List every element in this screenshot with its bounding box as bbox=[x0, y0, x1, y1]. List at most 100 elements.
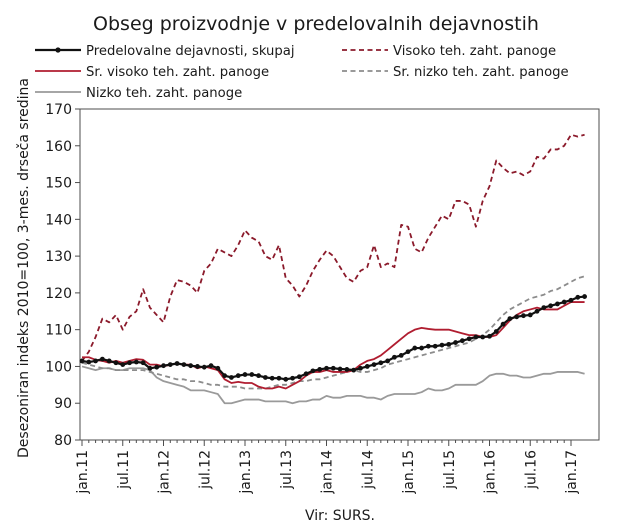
data-point bbox=[99, 356, 105, 362]
x-tick-label: jul.16 bbox=[523, 450, 539, 490]
data-point bbox=[222, 373, 228, 379]
legend-label: Nizko teh. zaht. panoge bbox=[86, 86, 242, 101]
data-point bbox=[215, 365, 221, 371]
x-tick-label: jul.13 bbox=[279, 450, 295, 490]
data-point bbox=[459, 338, 465, 344]
data-point bbox=[154, 364, 160, 370]
data-point bbox=[521, 313, 526, 319]
data-point bbox=[140, 360, 146, 366]
data-point bbox=[351, 367, 357, 373]
data-point bbox=[466, 336, 472, 342]
legend-item: Visoko teh. zaht. panoge bbox=[342, 44, 556, 59]
data-point bbox=[344, 366, 350, 372]
legend: Predelovalne dejavnosti, skupaj Visoko te… bbox=[35, 44, 569, 101]
data-point bbox=[419, 345, 424, 351]
legend-item: Predelovalne dejavnosti, skupaj bbox=[35, 44, 295, 59]
y-tick-label: 160 bbox=[45, 139, 72, 155]
legend-item: Nizko teh. zaht. panoge bbox=[35, 86, 242, 101]
data-point bbox=[113, 360, 119, 366]
plot-frame bbox=[79, 108, 600, 441]
legend-label: Sr. visoko teh. zaht. panoge bbox=[86, 65, 269, 80]
data-point bbox=[432, 343, 438, 349]
data-point bbox=[548, 303, 554, 309]
data-point bbox=[167, 362, 173, 368]
legend-label: Predelovalne dejavnosti, skupaj bbox=[86, 44, 295, 59]
data-point bbox=[127, 360, 132, 366]
x-tick-label: jan.14 bbox=[320, 450, 336, 495]
data-point bbox=[514, 314, 520, 320]
data-point bbox=[283, 376, 289, 382]
x-tick-label: jan.11 bbox=[75, 450, 91, 495]
series-line-4 bbox=[81, 365, 585, 405]
data-point bbox=[527, 312, 533, 318]
data-point bbox=[439, 342, 445, 348]
data-point bbox=[133, 359, 139, 365]
x-axis-ticks: jan.11 jul.11 jan.12 jul.12 jan.13 jul.13 jan.… bbox=[75, 440, 580, 495]
data-point bbox=[337, 366, 343, 372]
x-tick-label: jan.13 bbox=[238, 450, 254, 495]
data-point bbox=[392, 354, 397, 360]
data-point bbox=[582, 294, 587, 299]
y-tick-label: 140 bbox=[45, 212, 72, 228]
data-point bbox=[249, 372, 255, 377]
data-point bbox=[188, 363, 194, 369]
y-axis-label: Desezoniran indeks 2010=100, 3-mes. drse… bbox=[16, 78, 32, 458]
data-point bbox=[568, 297, 574, 303]
series-layer bbox=[79, 133, 587, 405]
data-point bbox=[120, 362, 126, 368]
data-point bbox=[398, 353, 404, 358]
data-point bbox=[229, 375, 234, 380]
data-point bbox=[195, 364, 200, 369]
x-tick-label: jul.14 bbox=[360, 450, 376, 490]
data-point bbox=[412, 345, 418, 351]
x-tick-label: jan.17 bbox=[564, 450, 580, 495]
data-point bbox=[385, 358, 391, 364]
x-tick-label: jan.16 bbox=[483, 450, 499, 495]
legend-item: Sr. nizko teh. zaht. panoge bbox=[342, 65, 569, 80]
data-point bbox=[330, 365, 336, 371]
data-point bbox=[79, 358, 85, 364]
data-point bbox=[262, 375, 268, 380]
data-point bbox=[575, 294, 581, 300]
legend-item: Sr. visoko teh. zaht. panoge bbox=[35, 65, 269, 80]
data-point bbox=[86, 359, 92, 365]
chart-title: Obseg proizvodnje v predelovalnih dejavn… bbox=[93, 13, 539, 35]
y-tick-label: 170 bbox=[45, 102, 72, 118]
data-point bbox=[493, 329, 499, 334]
data-point bbox=[453, 340, 458, 345]
x-tick-label: jul.11 bbox=[116, 450, 132, 490]
data-point bbox=[269, 375, 275, 381]
data-point bbox=[561, 299, 567, 305]
y-tick-label: 110 bbox=[45, 323, 72, 339]
data-point bbox=[290, 375, 295, 381]
legend-label: Sr. nizko teh. zaht. panoge bbox=[393, 65, 569, 80]
data-point bbox=[473, 334, 479, 340]
y-tick-label: 80 bbox=[54, 433, 72, 449]
data-point bbox=[446, 341, 452, 347]
data-point bbox=[555, 301, 560, 307]
y-tick-label: 90 bbox=[54, 396, 72, 412]
data-point bbox=[208, 363, 214, 369]
legend-label: Visoko teh. zaht. panoge bbox=[393, 44, 556, 59]
data-point bbox=[181, 362, 187, 368]
data-point bbox=[480, 334, 486, 340]
data-point bbox=[93, 358, 98, 364]
data-point bbox=[425, 343, 431, 349]
data-point bbox=[371, 362, 377, 368]
data-point bbox=[500, 321, 506, 327]
x-tick-label: jul.12 bbox=[197, 450, 213, 490]
data-point bbox=[256, 373, 261, 379]
x-tick-label: jan.12 bbox=[157, 450, 173, 495]
data-point bbox=[541, 305, 547, 310]
data-point bbox=[324, 365, 329, 371]
data-point bbox=[534, 308, 540, 314]
series-line-1 bbox=[81, 133, 585, 362]
data-point bbox=[174, 361, 180, 366]
data-point bbox=[235, 373, 241, 379]
data-point bbox=[242, 372, 248, 377]
data-point bbox=[487, 333, 492, 339]
data-point bbox=[276, 375, 282, 381]
data-point bbox=[364, 364, 370, 369]
